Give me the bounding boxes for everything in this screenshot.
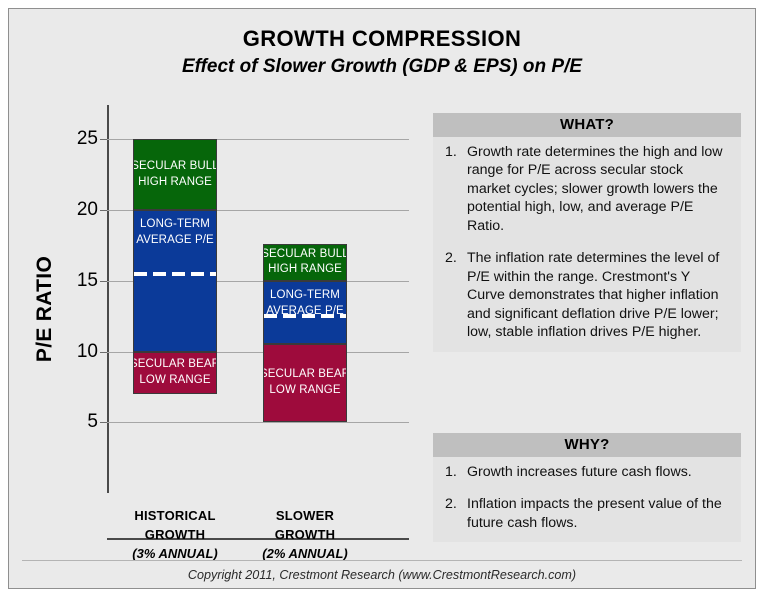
list-item-text: The inflation rate determines the level … — [467, 250, 720, 341]
page-title: GROWTH COMPRESSION — [242, 26, 522, 51]
gridline-25: 25 — [77, 128, 409, 149]
y-tick-label-25: 25 — [76, 128, 98, 150]
bar-historical-growth[interactable]: SECULAR BULL HIGH RANGE LONG-TERM AVERAGE P… — [133, 111, 217, 493]
segment-label-line2: HIGH RANGE — [268, 263, 342, 276]
y-tick-mark-15 — [100, 280, 107, 282]
panel-what: WHAT? 1. Growth rate determines the high … — [433, 113, 741, 352]
bar-segment-secular-bear-low-range[interactable]: SECULAR BEAR LOW RANGE — [263, 344, 347, 423]
slide-border: GROWTH COMPRESSION Effect of Slower Grow… — [8, 8, 756, 589]
segment-label-line2: AVERAGE P/E — [136, 233, 214, 246]
y-tick-label-5: 5 — [87, 411, 98, 433]
panel-what-item-2: 2. The inflation rate determines the leve… — [443, 249, 729, 341]
list-item-text: Growth increases future cash flows. — [467, 464, 692, 480]
panel-what-body: 1. Growth rate determines the high and lo… — [433, 137, 741, 352]
chart-region: P/E RATIO 25 20 15 10 5 SECULAR BULL HIGH RAN… — [21, 105, 421, 561]
segment-label-line1: LONG-TERM — [270, 288, 340, 301]
average-pe-dashed-line — [134, 271, 216, 276]
y-tick-mark-5 — [100, 422, 107, 424]
bar-segment-long-term-average-p-e[interactable]: LONG-TERM AVERAGE P/E — [263, 280, 347, 345]
list-item-number: 2. — [445, 496, 457, 513]
category-label-text: (2% ANNUAL) — [262, 545, 348, 561]
y-tick-mark-25 — [100, 139, 107, 141]
panel-why-header: WHY? — [433, 433, 741, 457]
average-pe-dashed-line — [264, 314, 346, 319]
segment-label-line2: HIGH RANGE — [138, 175, 212, 188]
segment-label-line1: LONG-TERM — [140, 218, 210, 231]
segment-label-line2: LOW RANGE — [269, 384, 341, 397]
category-label-text: GROWTH — [144, 526, 206, 542]
panel-why-body: 1. Growth increases future cash flows. 2. I… — [433, 457, 741, 542]
bar-segment-secular-bear-low-range[interactable]: SECULAR BEAR LOW RANGE — [133, 351, 217, 394]
category-label-text: (3% ANNUAL) — [132, 545, 218, 561]
bar-segment-secular-bull-high-range[interactable]: SECULAR BULL HIGH RANGE — [133, 139, 217, 211]
list-item-number: 2. — [445, 250, 457, 267]
copyright-footer: Copyright 2011, Crestmont Research (www.… — [187, 568, 577, 582]
plot-area: 25 20 15 10 5 SECULAR BULL HIGH RANGE LONG-TER… — [77, 105, 409, 540]
bar-slower-growth[interactable]: SECULAR BULL HIGH RANGE LONG-TERM AVERAGE P… — [263, 111, 347, 493]
footer-divider — [22, 560, 742, 561]
y-tick-label-10: 10 — [76, 340, 98, 362]
segment-label-line1: SECULAR BULL — [133, 159, 217, 172]
segment-label-line1: SECULAR BEAR — [263, 368, 347, 381]
bar-segment-secular-bull-high-range[interactable]: SECULAR BULL HIGH RANGE — [263, 243, 347, 281]
title-block: GROWTH COMPRESSION Effect of Slower Grow… — [9, 26, 755, 77]
panel-what-header: WHAT? — [433, 113, 741, 137]
y-tick-label-20: 20 — [76, 199, 98, 221]
panel-why-item-2: 2. Inflation impacts the present value of… — [443, 495, 729, 532]
list-item-text: Growth rate determines the high and low … — [467, 144, 723, 234]
y-tick-mark-20 — [100, 210, 107, 212]
gridline-10: 10 — [77, 341, 409, 362]
y-tick-label-15: 15 — [76, 269, 98, 291]
category-label-text: GROWTH — [274, 526, 336, 542]
page-subtitle: Effect of Slower Growth (GDP & EPS) on P… — [181, 55, 583, 77]
category-label-2: SLOWER GROWTH (2% ANNUAL) — [225, 507, 385, 564]
gridline-15: 15 — [77, 270, 409, 291]
segment-label-line2: AVERAGE P/E — [266, 304, 344, 317]
y-tick-mark-10 — [100, 351, 107, 353]
panel-why-item-1: 1. Growth increases future cash flows. — [443, 463, 729, 481]
category-label-text: SLOWER — [275, 508, 335, 523]
y-axis-title: P/E RATIO — [33, 255, 56, 363]
list-item-number: 1. — [445, 464, 457, 480]
category-label-1: HISTORICAL GROWTH (3% ANNUAL) — [95, 507, 255, 564]
y-axis-line — [107, 105, 109, 493]
segment-label-line1: SECULAR BEAR — [133, 357, 217, 370]
category-label-text: HISTORICAL — [134, 508, 216, 523]
bar-segment-long-term-average-p-e[interactable]: LONG-TERM AVERAGE P/E — [133, 210, 217, 352]
slide-canvas: GROWTH COMPRESSION Effect of Slower Grow… — [9, 9, 755, 588]
list-item-number: 1. — [445, 144, 457, 160]
x-axis-line — [107, 538, 409, 540]
segment-label-line2: LOW RANGE — [139, 373, 211, 386]
gridline-5: 5 — [87, 411, 409, 432]
segment-label-line1: SECULAR BULL — [263, 247, 347, 260]
panel-what-item-1: 1. Growth rate determines the high and lo… — [443, 143, 729, 235]
list-item-text: Inflation impacts the present value of t… — [467, 496, 722, 531]
gridline-20: 20 — [77, 199, 409, 220]
panel-why: WHY? 1. Growth increases future cash flow… — [433, 433, 741, 543]
